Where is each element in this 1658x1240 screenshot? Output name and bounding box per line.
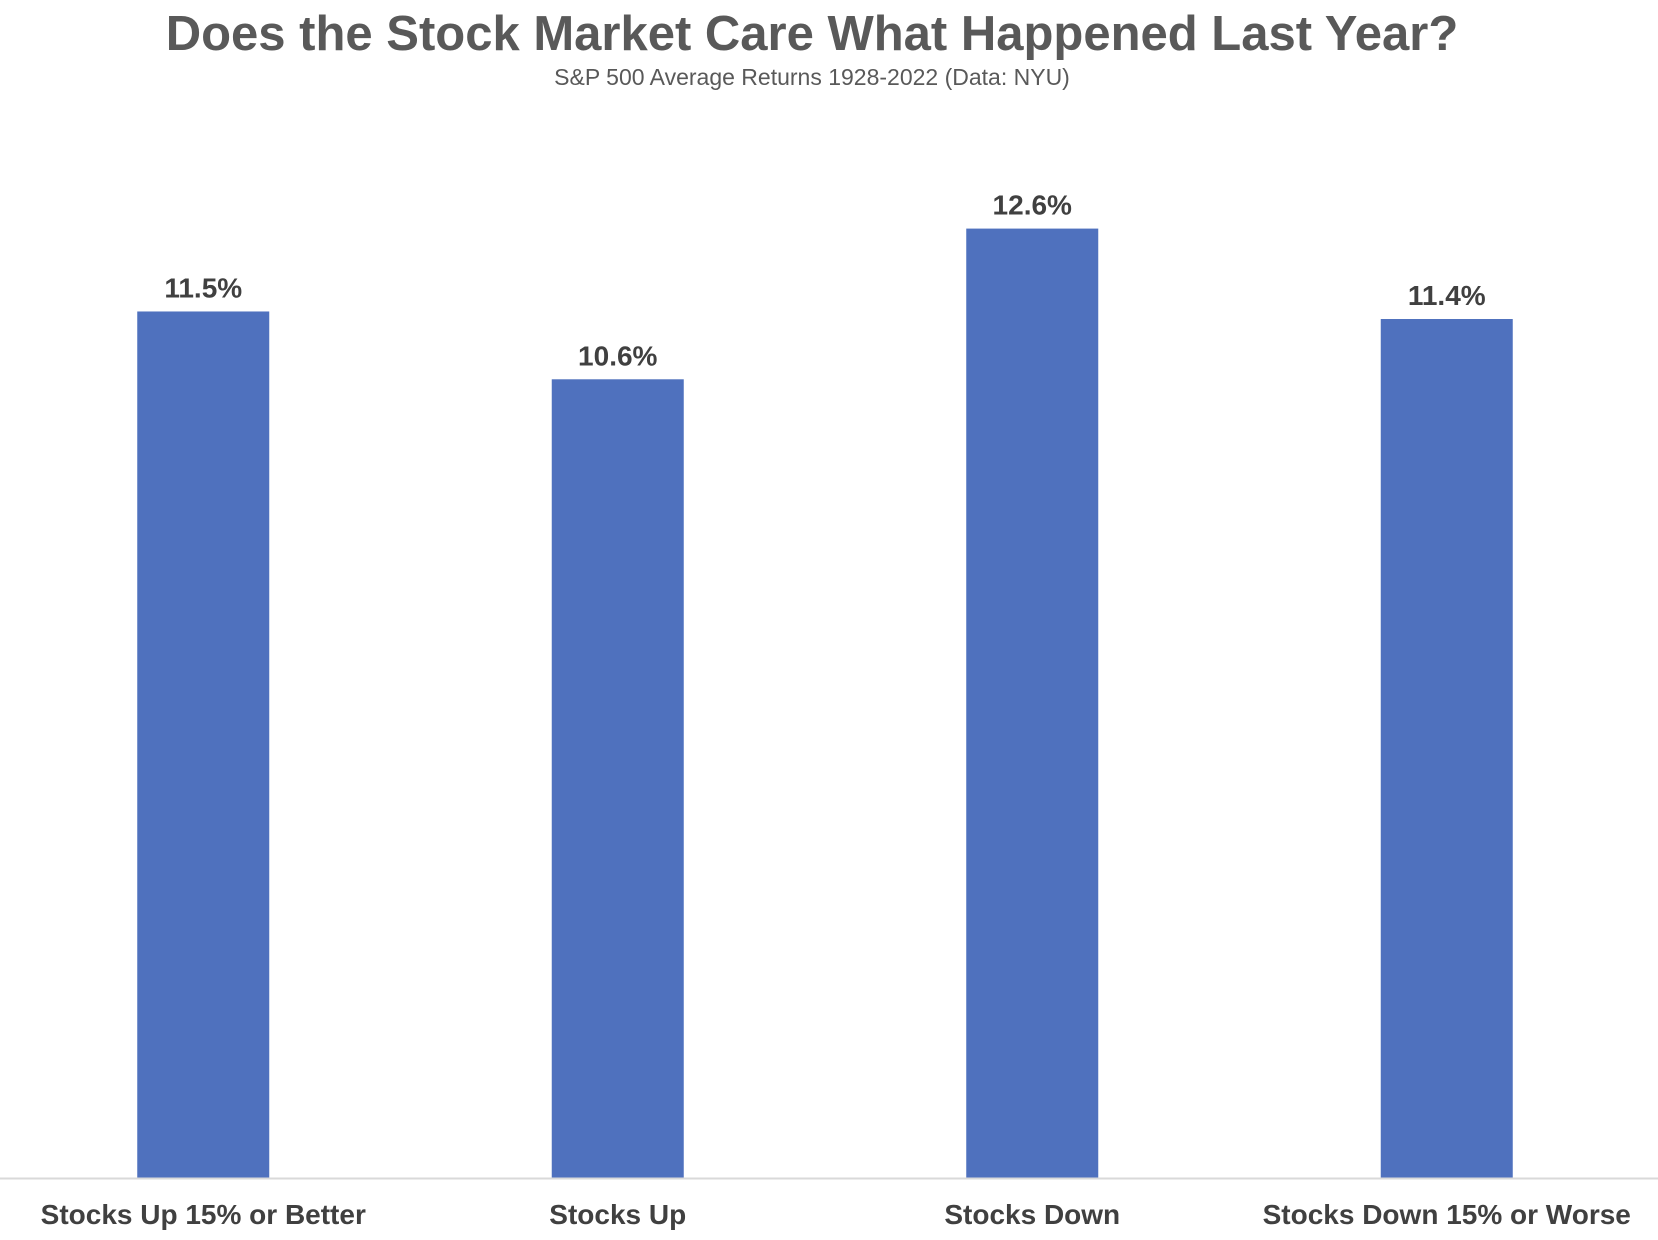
chart-title: Does the Stock Market Care What Happened… bbox=[165, 7, 1459, 61]
category-label-1: Stocks Up 15% or Better bbox=[41, 1199, 366, 1230]
category-label-2: Stocks Up bbox=[549, 1199, 686, 1230]
bar-1 bbox=[137, 311, 270, 1179]
bar-2 bbox=[551, 379, 684, 1178]
bar-value-label-1: 11.5% bbox=[164, 272, 242, 303]
chart-subtitle: S&P 500 Average Returns 1928-2022 (Data:… bbox=[554, 64, 1070, 90]
category-label-3: Stocks Down bbox=[944, 1199, 1120, 1230]
value-labels-group: 11.5% 10.6% 12.6% 11.4% bbox=[164, 190, 1485, 372]
category-label-4: Stocks Down 15% or Worse bbox=[1263, 1199, 1631, 1230]
bar-value-label-3: 12.6% bbox=[993, 190, 1072, 221]
bar-4 bbox=[1380, 319, 1513, 1178]
category-labels-group: Stocks Up 15% or Better Stocks Up Stocks D… bbox=[41, 1199, 1631, 1230]
bar-3 bbox=[966, 228, 1099, 1179]
bar-value-label-2: 10.6% bbox=[578, 340, 657, 371]
bar-value-label-4: 11.4% bbox=[1408, 280, 1486, 311]
bars-group bbox=[137, 228, 1513, 1179]
